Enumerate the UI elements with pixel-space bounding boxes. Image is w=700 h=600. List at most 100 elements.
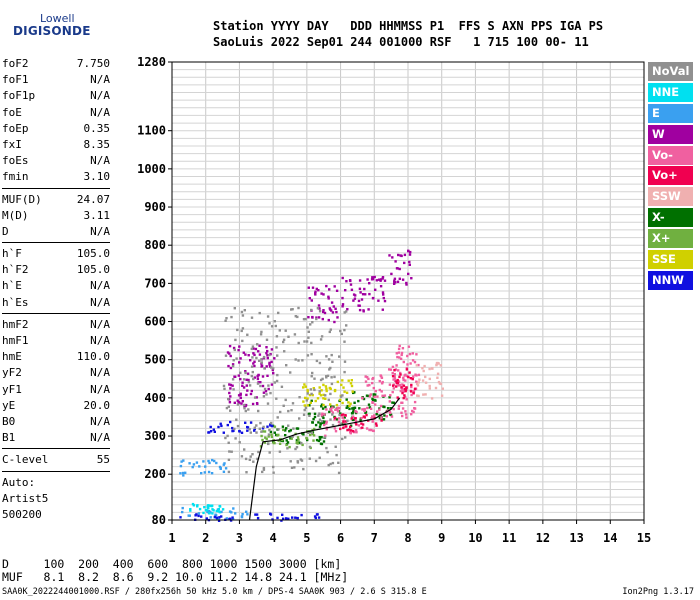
echo-point (381, 277, 384, 280)
echo-point (294, 516, 297, 519)
echo-point (360, 416, 363, 420)
param-value: 7.750 (76, 57, 110, 70)
echo-point (371, 398, 375, 402)
echo-point (358, 279, 362, 282)
echo-point (327, 318, 330, 322)
echo-point (263, 441, 267, 444)
echo-point (401, 414, 404, 418)
param-value: 8.35 (83, 137, 111, 151)
echo-point (341, 303, 345, 306)
echo-point (295, 441, 298, 444)
echo-point (393, 277, 397, 280)
echo-point (282, 338, 286, 341)
echo-point (217, 519, 221, 522)
echo-point (393, 377, 397, 380)
echo-point (268, 428, 271, 432)
param-value: N/A (90, 431, 110, 445)
echo-point (197, 514, 200, 518)
echo-point (344, 420, 348, 423)
echo-point (248, 458, 251, 461)
echo-point (181, 510, 184, 514)
logo-digisonde-text: DIGISONDE (13, 24, 91, 38)
echo-point (396, 378, 399, 382)
echo-point (315, 287, 318, 291)
echo-point (260, 330, 263, 334)
param-value: N/A (90, 154, 110, 168)
echo-point (208, 504, 212, 507)
echo-point (277, 311, 280, 315)
echo-point (230, 450, 233, 453)
echo-point (350, 384, 354, 388)
x-tick-label: 6 (337, 531, 344, 545)
legend-item: E (648, 103, 693, 123)
echo-point (392, 407, 395, 411)
polarization-legend: NoVal NNE E W Vo- Vo+ SSW X- X+ SSE NNW (648, 62, 693, 292)
echo-point (218, 516, 221, 519)
echo-point (262, 468, 266, 471)
echo-point (230, 511, 233, 514)
echo-point (266, 349, 269, 353)
echo-point (415, 353, 418, 356)
echo-point (182, 474, 185, 477)
echo-point (292, 427, 295, 430)
echo-point (316, 307, 320, 310)
echo-point (247, 408, 250, 411)
echo-point (408, 352, 412, 356)
echo-point (393, 373, 396, 376)
echo-point (289, 429, 292, 432)
echo-point (402, 396, 405, 400)
echo-point (180, 460, 183, 463)
echo-point (265, 393, 268, 396)
echo-point (246, 429, 249, 432)
echo-point (223, 462, 226, 465)
echo-point (322, 403, 325, 407)
echo-point (345, 280, 348, 283)
echo-point (390, 272, 393, 276)
echo-point (294, 358, 297, 361)
echo-point (244, 421, 247, 424)
x-tick-label: 1 (168, 531, 175, 545)
echo-point (437, 380, 441, 384)
echo-point (310, 430, 313, 433)
echo-point (259, 384, 262, 388)
echo-point (254, 513, 257, 516)
echo-point (281, 513, 284, 516)
echo-point (354, 409, 357, 413)
echo-point (256, 382, 260, 385)
echo-point (258, 344, 261, 347)
echo-point (267, 435, 270, 438)
panel-separator (2, 312, 110, 314)
echo-point (288, 430, 291, 433)
echo-point (309, 388, 312, 391)
echo-point (375, 279, 378, 282)
echo-point (244, 353, 247, 356)
echo-point (266, 374, 269, 377)
echo-point (239, 371, 242, 374)
echo-point (270, 435, 274, 439)
echo-point (277, 433, 280, 437)
echo-point (379, 279, 382, 282)
echo-point (388, 368, 391, 371)
echo-point (331, 360, 334, 363)
echo-point (405, 368, 409, 371)
echo-point (340, 422, 344, 425)
echo-point (328, 330, 331, 334)
echo-point (238, 401, 241, 404)
echo-point (209, 425, 212, 429)
param-value: 20.0 (83, 398, 111, 412)
echo-point (241, 314, 245, 317)
echo-point (402, 390, 406, 393)
echo-point (336, 380, 339, 384)
echo-point (343, 311, 346, 314)
param-row: hmF1 N/A (2, 333, 110, 349)
echo-point (305, 437, 309, 440)
echo-point (322, 440, 326, 443)
echo-point (431, 367, 434, 370)
echo-point (312, 387, 315, 390)
echo-point (411, 409, 414, 413)
echo-point (315, 359, 319, 363)
echo-point (238, 361, 241, 364)
echo-point (209, 516, 212, 519)
echo-point (336, 406, 340, 410)
echo-point (414, 373, 417, 376)
